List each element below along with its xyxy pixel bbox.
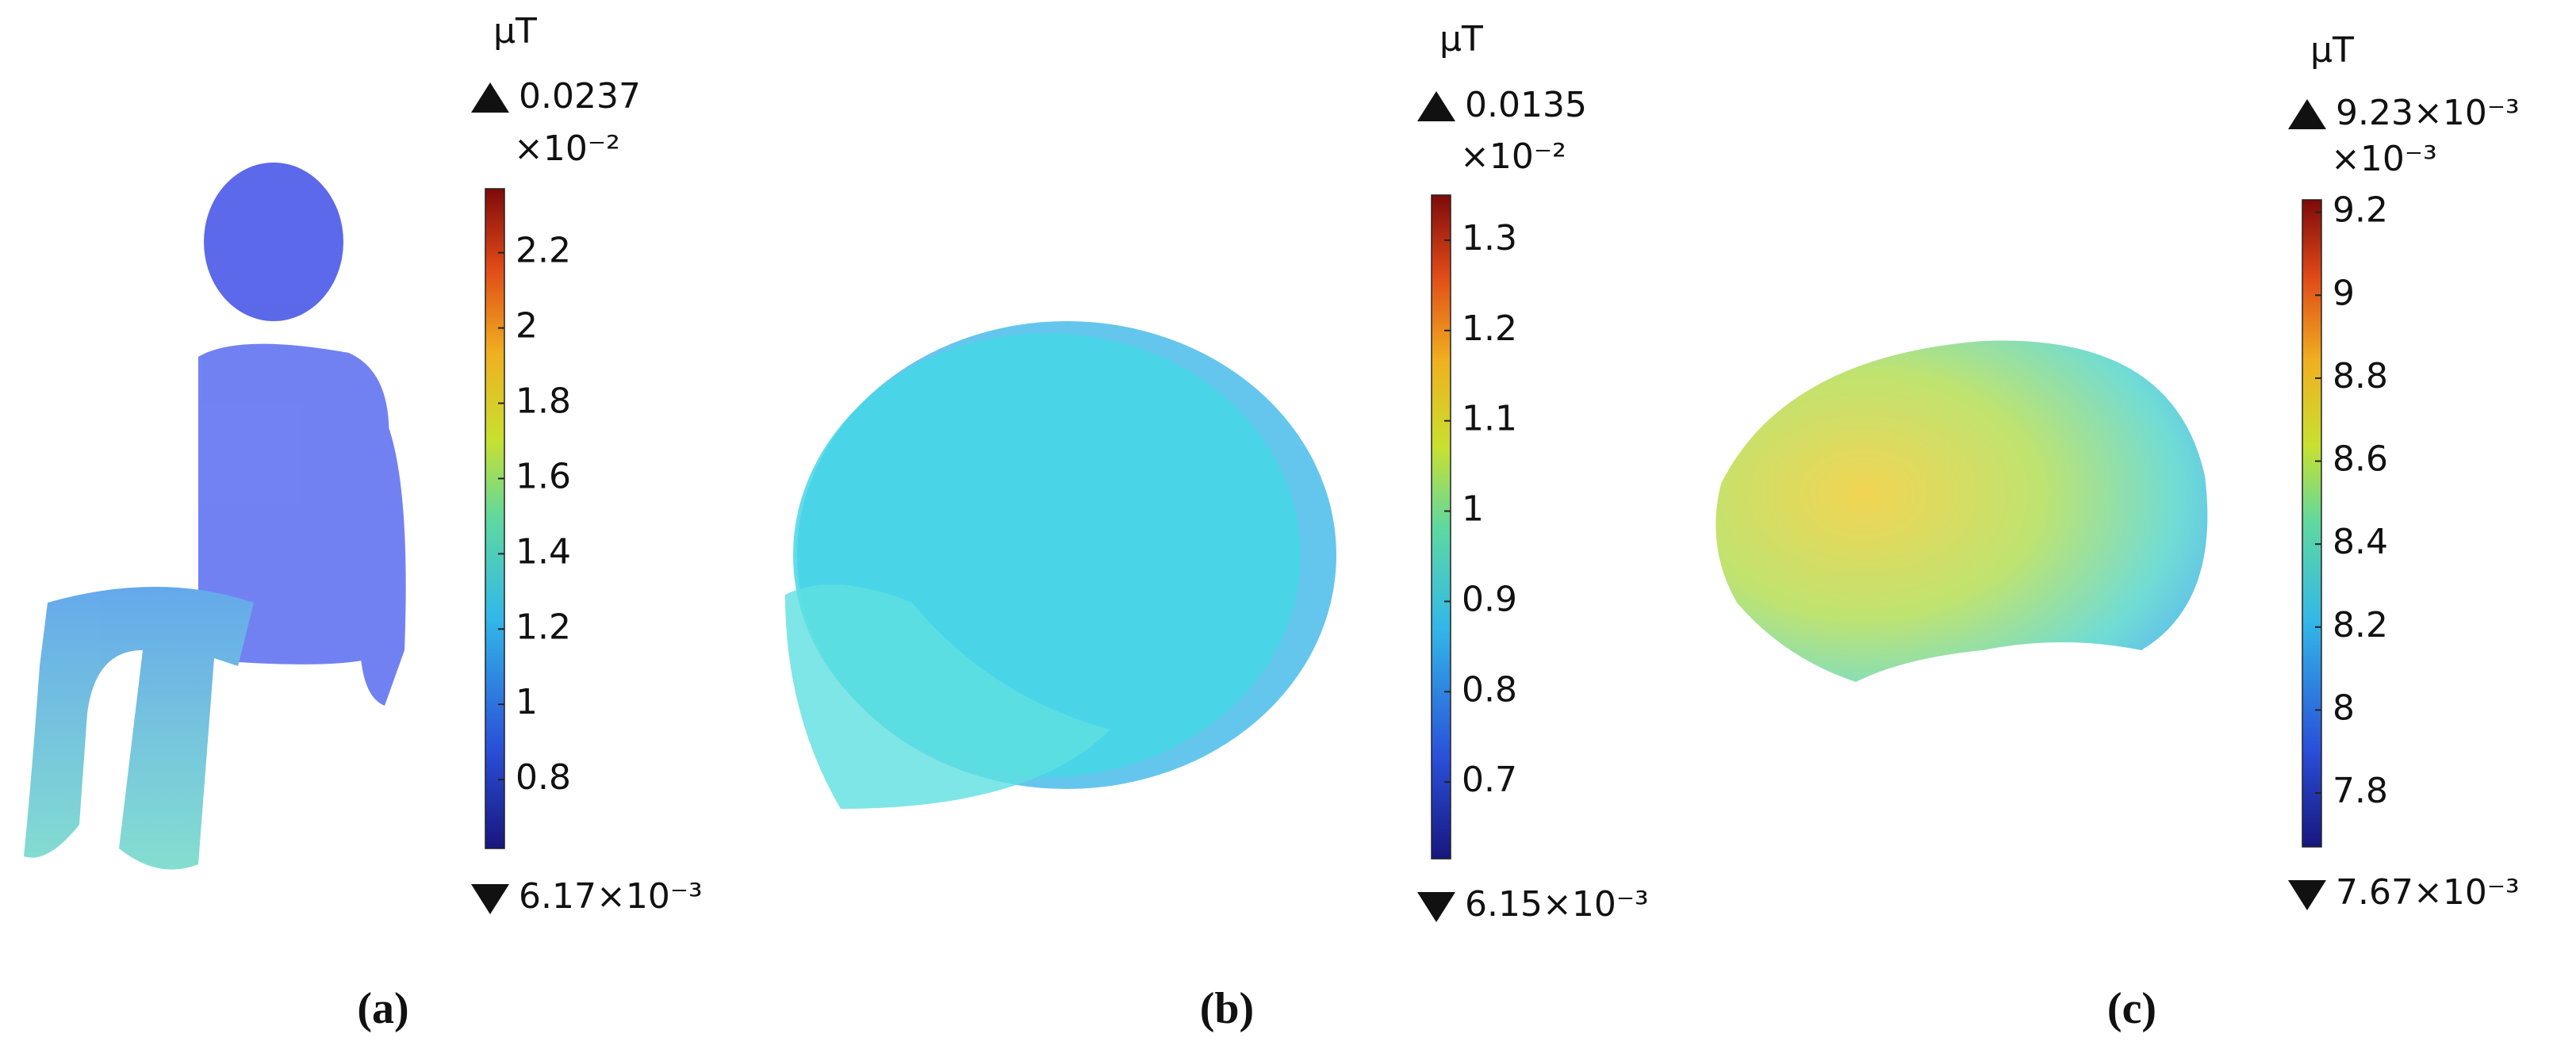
panel-caption: (b) [1200, 984, 1254, 1033]
min-marker [2288, 880, 2326, 910]
tick-label: 1.3 [1462, 218, 1517, 259]
colorbar [485, 188, 505, 849]
panel-caption: (a) [357, 984, 408, 1033]
tick-label: 9.2 [2333, 190, 2388, 231]
tick-label: 2.2 [516, 231, 571, 271]
tick-label: 1 [516, 682, 538, 722]
tick-label: 1.1 [1462, 399, 1517, 439]
max-label: 0.0237 [519, 76, 641, 117]
tick-label: 7.8 [2333, 771, 2388, 811]
tick-label: 8.4 [2333, 522, 2388, 562]
tick-label: 8.2 [2333, 605, 2388, 645]
colorbar [2302, 199, 2322, 848]
tick-label: 0.7 [1462, 760, 1517, 800]
tick-label: 1.8 [516, 381, 571, 422]
multiplier: ×10⁻² [514, 128, 620, 169]
tick-label: 8 [2333, 687, 2355, 728]
tick-label: 1.4 [516, 531, 571, 572]
child-model [24, 163, 406, 870]
max-label: 0.0135 [1465, 85, 1587, 125]
tick-label: 1 [1462, 489, 1484, 530]
min-label: 7.67×10⁻³ [2336, 872, 2520, 913]
tick-label: 0.8 [1462, 669, 1517, 710]
max-marker [471, 82, 509, 113]
colorbar [1431, 194, 1451, 860]
brain-model [1715, 340, 2208, 682]
skull-model [785, 321, 1336, 809]
unit-label: μT [493, 11, 537, 52]
multiplier: ×10⁻³ [2331, 139, 2437, 179]
tick-label: 0.8 [516, 757, 571, 798]
tick-label: 1.2 [1462, 308, 1517, 349]
max-label: 9.23×10⁻³ [2336, 93, 2520, 133]
tick-label: 8.6 [2333, 439, 2388, 480]
panel-caption: (c) [2107, 984, 2156, 1033]
tick-label: 1.2 [516, 607, 571, 647]
unit-label: μT [1439, 19, 1483, 59]
max-marker [1417, 91, 1455, 121]
min-label: 6.17×10⁻³ [519, 876, 703, 917]
min-label: 6.15×10⁻³ [1465, 884, 1649, 925]
tick-label: 2 [516, 306, 538, 347]
tick-label: 0.9 [1462, 579, 1517, 619]
multiplier: ×10⁻² [1460, 136, 1566, 177]
tick-label: 1.6 [516, 456, 571, 496]
min-marker [1417, 892, 1455, 922]
tick-label: 9 [2333, 273, 2355, 313]
tick-label: 8.8 [2333, 356, 2388, 396]
min-marker [471, 884, 509, 914]
max-marker [2288, 99, 2326, 129]
unit-label: μT [2310, 30, 2354, 71]
